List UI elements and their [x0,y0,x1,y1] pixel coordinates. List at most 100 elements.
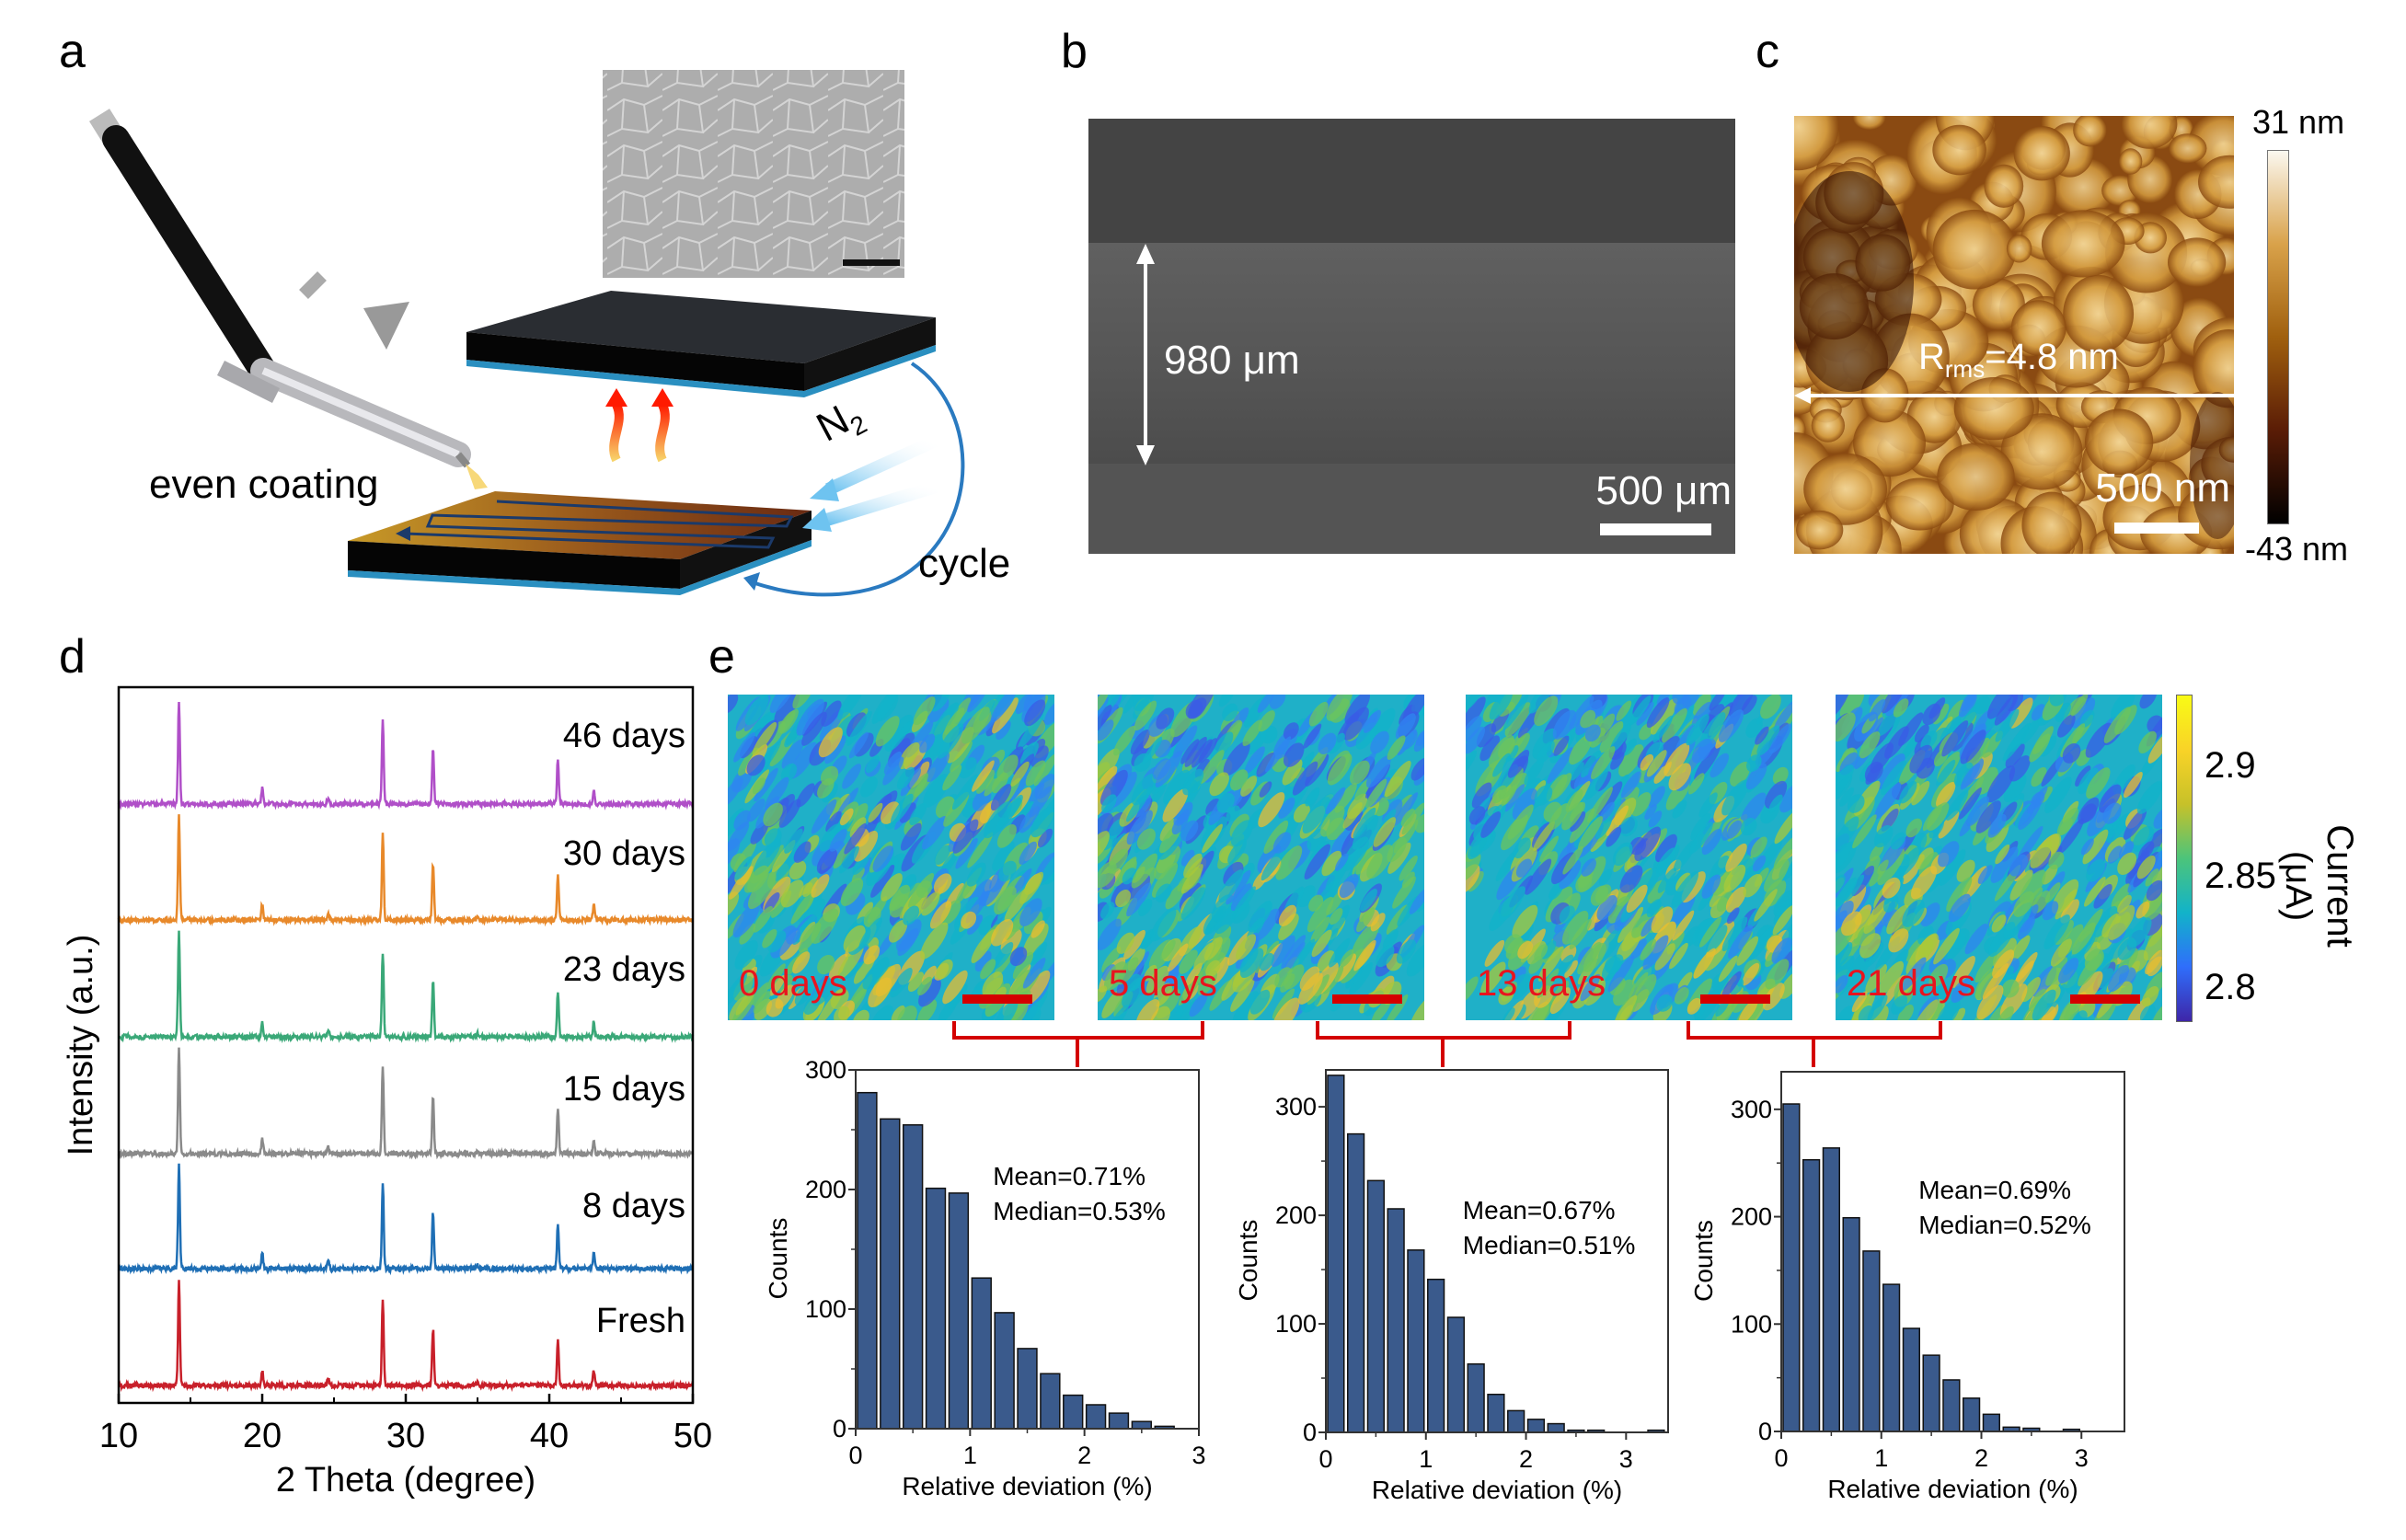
current-map-feature [1851,991,1868,1013]
histogram-x-tick-label: 2 [1519,1445,1533,1473]
current-map-feature [1616,700,1632,721]
current-map-feature [1883,894,1899,913]
current-map-feature [1779,782,1792,813]
current-map-feature [2044,882,2061,903]
current-map-feature [1656,994,1673,1012]
current-map-feature [1918,933,1939,959]
current-map-feature [1283,722,1299,741]
current-map-feature [792,951,811,974]
current-map-feature [871,695,899,724]
current-map-feature [2056,714,2076,738]
xrd-series-line [117,1163,694,1276]
current-map-feature [1335,853,1349,871]
current-map-feature [1103,961,1128,991]
current-map-feature [1303,723,1322,749]
current-map-feature [1773,835,1792,869]
current-map-feature [1976,984,2004,1020]
current-map-feature [1672,695,1690,705]
xrd-series-line [117,702,694,811]
current-map-feature [1370,913,1386,932]
current-map-feature [1534,944,1548,961]
current-map-feature [2009,869,2033,901]
current-map-feature [1773,890,1792,916]
current-map-feature [1272,988,1295,1019]
current-map-feature [1933,927,1960,965]
current-map-feature [2064,1000,2082,1020]
current-map-feature [1865,763,1882,785]
histogram-bar [1842,1216,1860,1432]
current-map-feature [1613,979,1635,1006]
afm-grain [2121,116,2178,149]
current-map-feature [1012,951,1034,980]
current-map-feature [1927,802,1950,832]
current-map-feature [1768,794,1783,813]
map-day-label: 21 days [1847,963,1976,1004]
current-map-feature [731,767,753,793]
current-map-feature [1492,753,1511,777]
current-map-feature [1202,823,1223,854]
histogram-x-tick-label: 3 [2075,1444,2089,1472]
xrd-series-label: 30 days [563,834,685,873]
current-map-feature [1690,812,1711,841]
current-map-feature [1353,807,1376,839]
current-map-feature [915,880,933,898]
panel-label-c: c [1756,25,1779,78]
current-map-feature [2001,979,2020,998]
current-map-feature [1977,865,1993,884]
afm-grain [1932,124,1986,176]
current-map-feature [992,841,1015,871]
current-map-feature [1771,937,1792,964]
current-map-feature [1180,739,1200,764]
current-map-feature [1646,899,1662,918]
current-map-feature [1668,763,1691,791]
xrd-series-line [117,1047,695,1161]
histogram-bar [1507,1409,1525,1433]
xrd-x-tick-label: 50 [673,1417,712,1455]
current-map-feature [1599,801,1615,822]
current-map-feature [789,860,807,880]
current-map-feature [1305,787,1320,807]
current-map-feature [837,695,865,720]
current-map-feature [1765,780,1788,809]
current-map-feature [1239,948,1259,972]
current-map-feature [1232,991,1259,1020]
current-map-feature [1836,900,1854,930]
current-map-feature [2107,845,2123,864]
current-map-feature [1945,789,1969,821]
current-map-feature [1631,913,1652,938]
current-map-feature [1468,806,1486,825]
afm-grain [1932,209,2017,290]
current-map-feature [1730,978,1744,995]
current-map-feature [1691,738,1713,764]
current-map-feature [1512,787,1537,821]
xrd-x-tick-label: 10 [99,1417,138,1455]
afm-grain [2169,133,2207,164]
current-map-feature [1936,759,1956,787]
current-map-feature [990,784,1012,811]
current-map-feature [1162,788,1189,822]
histogram-y-tick-label: 100 [1275,1310,1317,1338]
current-map-feature [1189,993,1208,1017]
current-map-feature [1248,901,1272,933]
current-map-feature [1101,988,1124,1018]
current-map-feature [1591,746,1616,780]
current-map-feature [1184,736,1207,767]
current-map-feature [2141,986,2159,1007]
current-map-feature [1524,758,1545,786]
current-map-feature [1106,1004,1129,1020]
current-map-feature [1507,804,1534,840]
current-map-feature [1347,793,1368,820]
current-map-feature [1583,978,1606,1006]
current-map-feature [839,808,854,826]
afm-grain [2198,155,2234,209]
current-map-feature [796,698,824,736]
current-map-feature [961,911,977,929]
current-map-feature [1998,965,2014,984]
current-map-feature [1525,858,1552,895]
current-map-feature [1916,847,1934,870]
current-map-feature [1012,868,1032,896]
current-map-feature [1292,761,1318,796]
histogram-y-tick-label: 100 [1731,1310,1772,1338]
current-map-feature [1499,886,1525,922]
current-map-feature [1623,738,1637,756]
